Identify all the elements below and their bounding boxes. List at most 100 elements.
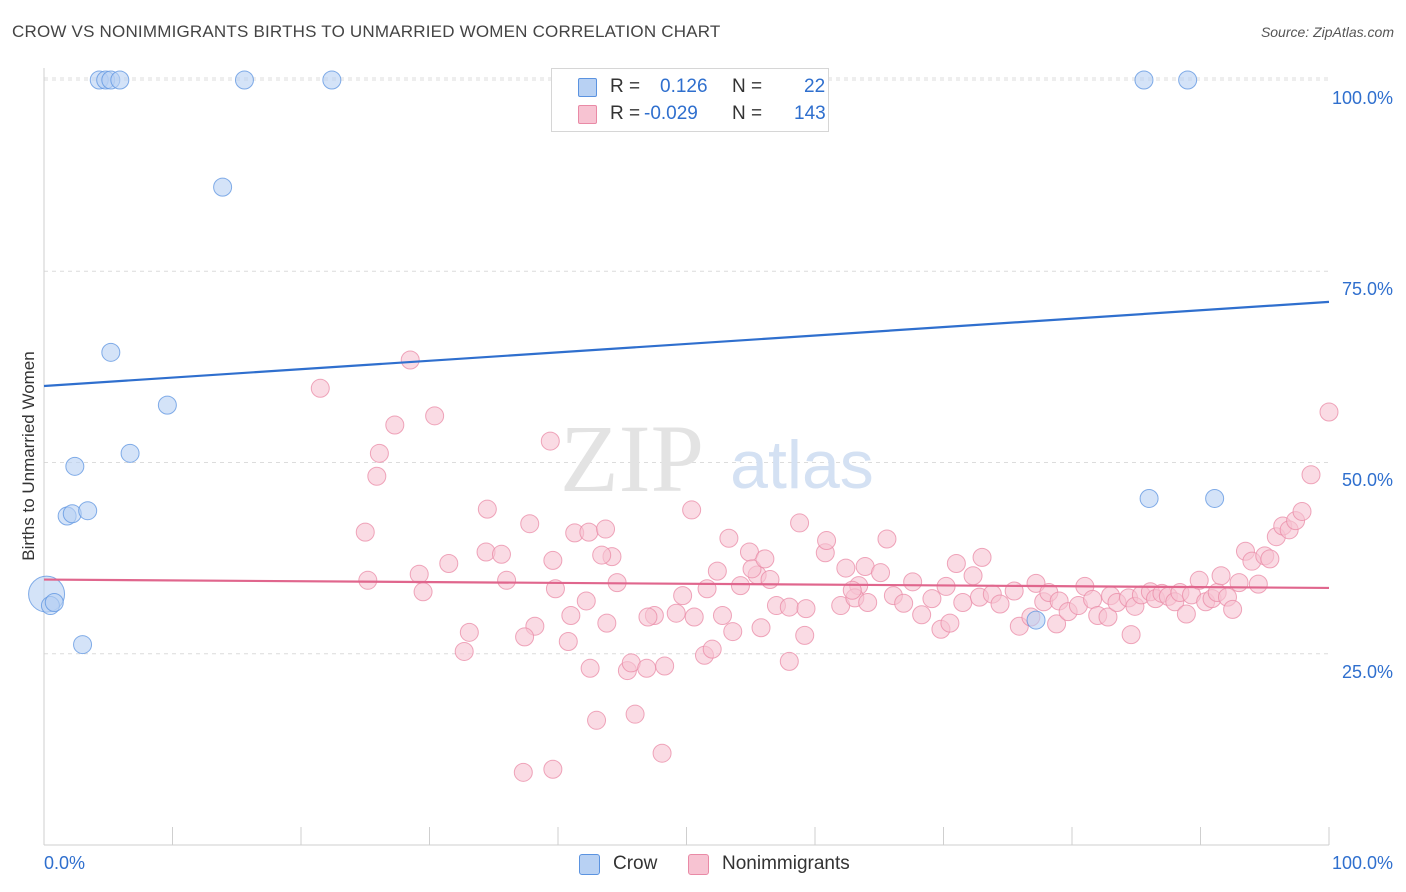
nonimmigrants-point xyxy=(477,499,497,519)
nonimmigrants-point xyxy=(1260,549,1280,569)
crow-point xyxy=(101,342,121,362)
nonimmigrants-point xyxy=(1047,614,1067,634)
nonimmigrants-point xyxy=(790,513,810,533)
x-tick-label: 0.0% xyxy=(44,853,85,873)
nonimmigrants-point xyxy=(637,658,657,678)
crow-points xyxy=(28,70,1225,655)
crow-point xyxy=(322,70,342,90)
nonimmigrants-trend-line xyxy=(43,578,1330,590)
crow-point xyxy=(62,504,82,524)
crow-point xyxy=(1139,488,1159,508)
nonimmigrants-point xyxy=(1121,625,1141,645)
crow-point xyxy=(1178,70,1198,90)
nonimmigrants-point xyxy=(413,582,433,602)
nonimmigrants-point xyxy=(515,627,535,647)
legend-n-label: N = xyxy=(732,103,763,124)
nonimmigrants-point xyxy=(779,651,799,671)
axes xyxy=(43,68,1330,846)
nonimmigrants-point xyxy=(894,593,914,613)
nonimmigrants-point xyxy=(719,528,739,548)
nonimmigrants-point xyxy=(558,632,578,652)
nonimmigrants-point xyxy=(666,603,686,623)
nonimmigrants-point xyxy=(751,618,771,638)
nonimmigrants-point xyxy=(697,579,717,599)
nonimmigrants-point xyxy=(655,656,675,676)
axis-labels: 25.0% 50.0% 75.0% 100.0% 0.0% 100.0% Births to… xyxy=(19,88,1393,873)
grid-lines xyxy=(44,77,1329,655)
y-tick-label: 75.0% xyxy=(1342,279,1393,299)
nonimmigrants-point xyxy=(454,641,474,661)
legend-r-label: R = xyxy=(610,103,641,124)
nonimmigrants-point xyxy=(1098,607,1118,627)
watermark: ZIP atlas xyxy=(560,405,874,512)
nonimmigrants-point xyxy=(561,606,581,625)
nonimmigrants-point xyxy=(858,592,878,612)
legend-n-value-crow: 22 xyxy=(804,76,826,97)
nonimmigrants-point xyxy=(497,570,517,590)
nonimmigrants-point xyxy=(592,545,612,565)
nonimmigrants-point xyxy=(817,531,837,551)
nonimmigrants-point xyxy=(795,625,815,645)
y-tick-label: 100.0% xyxy=(1332,88,1393,108)
nonimmigrants-point xyxy=(385,415,405,435)
nonimmigrants-point xyxy=(903,572,923,592)
nonimmigrants-point xyxy=(963,566,983,586)
nonimmigrants-point xyxy=(1248,574,1268,594)
nonimmigrants-point xyxy=(1083,589,1103,609)
nonimmigrants-point xyxy=(730,576,750,596)
bottom-legend-swatch-nonimmigrants xyxy=(688,854,709,875)
crow-point xyxy=(1026,610,1046,630)
nonimmigrants-point xyxy=(1189,570,1209,590)
legend-swatch-crow xyxy=(578,78,597,97)
nonimmigrants-point xyxy=(940,613,960,633)
nonimmigrants-point xyxy=(597,613,617,633)
legend-n-label: N = xyxy=(732,76,763,97)
legend-n-value-nonimmigrants: 143 xyxy=(794,103,826,124)
nonimmigrants-point xyxy=(1319,402,1339,422)
crow-point xyxy=(65,456,85,476)
nonimmigrants-point xyxy=(580,658,600,678)
nonimmigrants-point xyxy=(990,594,1010,614)
nonimmigrants-point xyxy=(491,544,511,564)
nonimmigrants-point xyxy=(579,522,599,542)
crow-point xyxy=(110,70,130,90)
trend-lines xyxy=(43,300,1330,590)
nonimmigrants-point xyxy=(871,563,891,583)
bottom-legend-label-nonimmigrants: Nonimmigrants xyxy=(722,853,850,874)
y-tick-label: 25.0% xyxy=(1342,662,1393,682)
nonimmigrants-point xyxy=(1176,604,1196,624)
nonimmigrants-point xyxy=(367,466,387,486)
nonimmigrants-point xyxy=(459,622,479,642)
bottom-legend-swatch-crow xyxy=(579,854,600,875)
nonimmigrants-point xyxy=(596,519,616,539)
nonimmigrants-point xyxy=(400,350,420,370)
crow-point xyxy=(1134,70,1154,90)
legend-r-value-crow: 0.126 xyxy=(660,76,708,97)
nonimmigrants-point xyxy=(545,579,565,599)
nonimmigrants-point xyxy=(540,431,560,451)
crow-point xyxy=(78,501,98,521)
nonimmigrants-point xyxy=(1223,599,1243,619)
nonimmigrants-point xyxy=(1301,465,1321,485)
nonimmigrants-point xyxy=(707,561,727,581)
nonimmigrants-point xyxy=(543,759,563,779)
legend-r-label: R = xyxy=(610,76,641,97)
correlation-legend: R = 0.126 N = 22 R = -0.029 N = 143 xyxy=(551,68,829,132)
nonimmigrants-point xyxy=(953,592,973,612)
nonimmigrants-point xyxy=(409,564,429,584)
nonimmigrants-point xyxy=(520,514,540,534)
nonimmigrants-point xyxy=(877,529,897,549)
nonimmigrants-point xyxy=(543,550,563,570)
nonimmigrants-point xyxy=(652,743,672,763)
nonimmigrants-point xyxy=(439,553,459,573)
nonimmigrants-point xyxy=(355,522,375,542)
nonimmigrants-point xyxy=(755,549,775,569)
bottom-legend-label-crow: Crow xyxy=(613,853,658,874)
nonimmigrants-point xyxy=(922,589,942,609)
nonimmigrants-point xyxy=(972,547,992,567)
nonimmigrants-point xyxy=(1004,581,1024,601)
nonimmigrants-point xyxy=(638,607,658,627)
crow-point xyxy=(73,635,93,655)
crow-point xyxy=(157,395,177,415)
